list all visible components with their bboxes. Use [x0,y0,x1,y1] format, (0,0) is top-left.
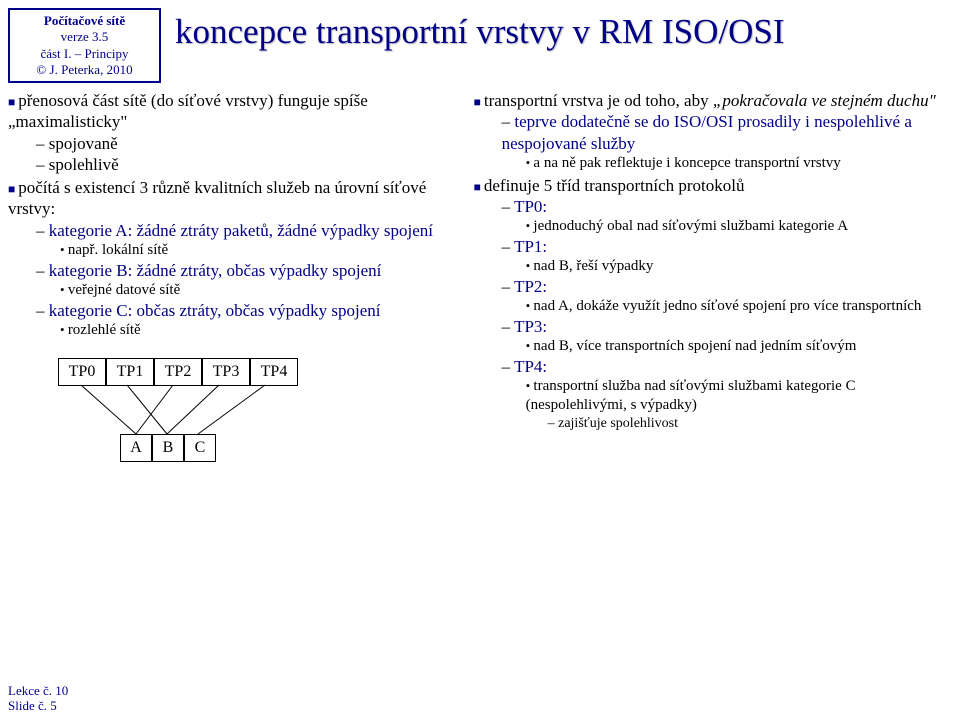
text: transportní služba nad síťovými službami… [526,378,856,413]
text: spojovaně [49,134,118,153]
bullet: přenosová část sítě (do síťové vrstvy) f… [8,90,468,175]
author-line: © J. Peterka, 2010 [12,62,157,78]
sub-sub-bullet: nad B, více transportních spojení nad je… [526,337,952,356]
cell-b: B [152,434,184,462]
slide-number: Slide č. 5 [8,698,68,714]
tp1-label: TP1: [514,237,547,256]
sub4-bullet: zajišťuje spolehlivost [548,415,952,433]
right-column: transportní vrstva je od toho, aby „pokr… [474,90,952,468]
text: přenosová část sítě (do síťové vrstvy) f… [8,91,368,131]
text: a na ně pak reflektuje i koncepce transp… [533,155,840,171]
cell-a: A [120,434,152,462]
sub-sub-bullet: veřejné datové sítě [60,281,468,300]
sub-bullet: TP3: nad B, více transportních spojení n… [502,316,952,356]
sub-bullet: TP1: nad B, řeší výpadky [502,236,952,276]
content-area: přenosová část sítě (do síťové vrstvy) f… [8,90,952,468]
tp0-label: TP0: [514,197,547,216]
bullet: definuje 5 tříd transportních protokolů … [474,175,952,433]
text: nad B, více transportních spojení nad je… [533,338,856,354]
sub-bullet: TP0: jednoduchý obal nad síťovými služba… [502,196,952,236]
cell-c: C [184,434,216,462]
tp3-label: TP3: [514,317,547,336]
sub-sub-bullet: nad B, řeší výpadky [526,257,952,276]
lecture-number: Lekce č. 10 [8,683,68,699]
sub-sub-bullet: rozlehlé sítě [60,321,468,340]
text: počítá s existencí 3 různě kvalitních sl… [8,178,426,218]
slide-header-box: Počítačové sítě verze 3.5 část I. – Prin… [8,8,161,83]
text: nad B, řeší výpadky [533,258,653,274]
text: spolehlivě [49,155,119,174]
tp-category-diagram: TP0 TP1 TP2 TP3 TP4 A B C [58,358,308,468]
sub-bullet: TP2: nad A, dokáže využít jedno síťové s… [502,276,952,316]
sub-bullet: kategorie B: žádné ztráty, občas výpadky… [36,260,468,300]
sub-sub-bullet: transportní služba nad síťovými službami… [526,377,952,432]
sub-bullet: teprve dodatečně se do ISO/OSI prosadily… [502,111,952,172]
text: teprve dodatečně se do ISO/OSI prosadily… [502,112,912,152]
bullet: počítá s existencí 3 různě kvalitních sl… [8,177,468,340]
sub-bullet: kategorie A: žádné ztráty paketů, žádné … [36,220,468,260]
text: veřejné datové sítě [68,282,180,298]
sub-sub-bullet: např. lokální sítě [60,241,468,260]
text: definuje 5 tříd transportních protokolů [484,176,745,195]
category-c: kategorie C: občas ztráty, občas výpadky… [49,301,381,320]
course-title: Počítačové sítě [12,13,157,29]
tp2-label: TP2: [514,277,547,296]
text: zajišťuje spolehlivost [558,416,678,431]
sub-bullet: kategorie C: občas ztráty, občas výpadky… [36,300,468,340]
sub-bullet: spolehlivě [36,154,468,175]
slide-footer: Lekce č. 10 Slide č. 5 [8,683,68,714]
tp4-label: TP4: [514,357,547,376]
slide-title: koncepce transportní vrstvy v RM ISO/OSI [175,12,785,52]
text: jednoduchý obal nad síťovými službami ka… [533,218,848,234]
category-b: kategorie B: žádné ztráty, občas výpadky… [49,261,382,280]
text: např. lokální sítě [68,242,168,258]
sub-sub-bullet: a na ně pak reflektuje i koncepce transp… [526,154,952,173]
sub-sub-bullet: nad A, dokáže využít jedno síťové spojen… [526,297,952,316]
part-line: část I. – Principy [12,46,157,62]
sub-bullet: TP4: transportní služba nad síťovými slu… [502,356,952,432]
sub-bullet: spojovaně [36,133,468,154]
left-column: přenosová část sítě (do síťové vrstvy) f… [8,90,474,468]
text: transportní vrstva je od toho, aby [484,91,713,110]
text: rozlehlé sítě [68,322,141,338]
sub-sub-bullet: jednoduchý obal nad síťovými službami ka… [526,217,952,236]
bullet: transportní vrstva je od toho, aby „pokr… [474,90,952,173]
category-a: kategorie A: žádné ztráty paketů, žádné … [49,221,433,240]
diagram-bottom-row: A B C [120,434,308,462]
text: nad A, dokáže využít jedno síťové spojen… [533,298,921,314]
text-italic: „pokračovala ve stejném duchu" [713,91,936,110]
version-line: verze 3.5 [12,29,157,45]
